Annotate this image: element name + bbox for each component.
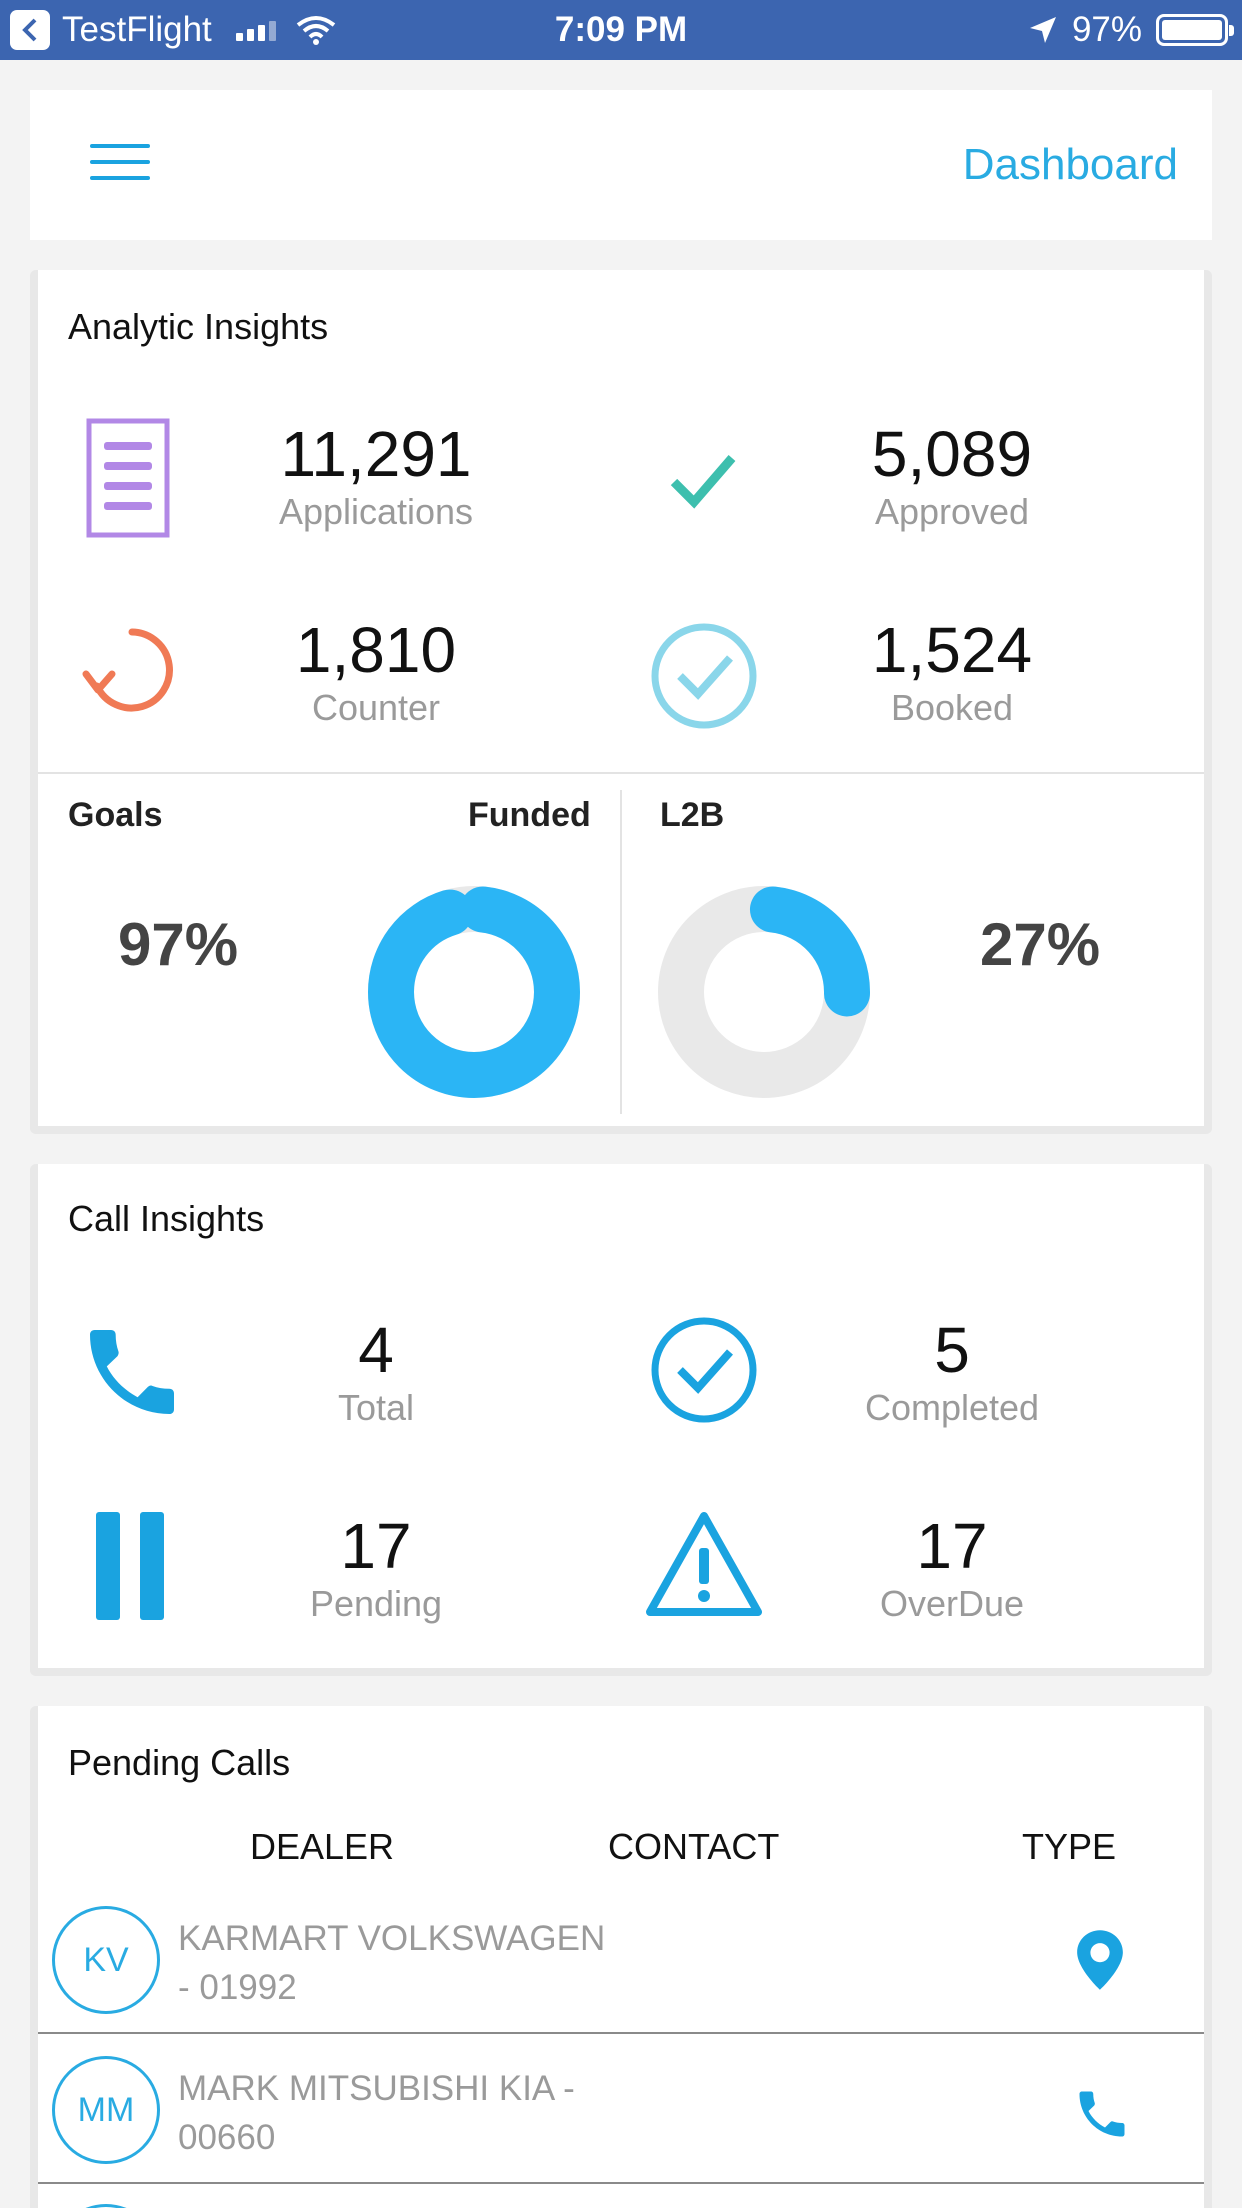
wifi-icon (296, 16, 336, 45)
pending-calls-card: Pending Calls DEALER CONTACT TYPE KV KAR… (30, 1706, 1212, 2208)
column-header-type[interactable]: TYPE (1022, 1826, 1117, 1867)
l2b-arc (658, 886, 870, 1098)
avatar (52, 2204, 160, 2208)
call-insights-card: Call Insights 4 Total 5 Completed 17 Pen… (30, 1164, 1212, 1676)
back-app-label[interactable]: TestFlight (62, 10, 212, 49)
metric-value: 11,291 (280, 418, 472, 490)
document-icon (86, 418, 170, 538)
phone-icon[interactable] (1072, 2084, 1132, 2144)
metric-pending-calls[interactable]: 17 Pending (226, 1510, 526, 1626)
column-header-contact[interactable]: CONTACT (608, 1826, 780, 1867)
location-pin-icon[interactable] (1072, 1928, 1128, 1992)
pause-icon (96, 1512, 164, 1620)
metric-label: Approved (874, 491, 1030, 532)
warning-icon (646, 1512, 762, 1616)
metric-label: Total (337, 1387, 415, 1428)
dealer-name-line: 00660 (178, 2118, 276, 2157)
card-title: Call Insights (68, 1198, 265, 1239)
table-row[interactable]: KV KARMART VOLKSWAGEN - 01992 (38, 1886, 1204, 2034)
metric-label: Booked (890, 687, 1014, 728)
l2b-percent: 27% (980, 911, 1101, 978)
card-title: Pending Calls (68, 1742, 291, 1783)
goals-label: Goals (68, 796, 163, 834)
metric-label: Applications (278, 491, 474, 532)
l2b-donut-chart (658, 886, 870, 1098)
battery-icon (1156, 14, 1234, 46)
divider (620, 790, 622, 1114)
metric-label: OverDue (879, 1583, 1025, 1624)
check-circle-icon (651, 623, 757, 729)
dealer-name: MARK MITSUBISHI KIA - 00660 (178, 2064, 618, 2162)
clock: 7:09 PM (554, 10, 688, 49)
signal-icon (235, 19, 276, 41)
location-arrow-icon (1029, 17, 1056, 43)
funded-label: Funded (468, 796, 591, 834)
dealer-name-line: MARK MITSUBISHI KIA - (178, 2069, 575, 2108)
funded-arc (368, 886, 580, 1098)
avatar: MM (52, 2056, 160, 2164)
metric-label: Pending (309, 1583, 443, 1624)
metric-value: 5 (934, 1314, 970, 1386)
metric-counter[interactable]: 1,810 Counter (226, 614, 526, 730)
battery-percent: 97% (1071, 10, 1142, 49)
funded-percent: 97% (118, 911, 239, 978)
dealer-name-line: KARMART VOLKSWAGEN (178, 1919, 606, 1958)
hamburger-menu-icon[interactable] (90, 144, 150, 184)
metric-applications[interactable]: 11,291 Applications (226, 418, 526, 534)
page-title: Dashboard (962, 140, 1178, 189)
table-row[interactable]: MM MARK MITSUBISHI KIA - 00660 (38, 2036, 1204, 2184)
metric-approved[interactable]: 5,089 Approved (802, 418, 1102, 534)
refresh-icon (82, 628, 173, 712)
dealer-name: KARMART VOLKSWAGEN - 01992 (178, 1914, 618, 2012)
check-circle-icon (651, 1317, 757, 1423)
metric-overdue-calls[interactable]: 17 OverDue (802, 1510, 1102, 1626)
funded-donut-chart (368, 886, 580, 1098)
metric-completed-calls[interactable]: 5 Completed (802, 1314, 1102, 1430)
avatar: KV (52, 1906, 160, 2014)
analytic-insights-card: Analytic Insights 11,291 Applications 5,… (30, 270, 1212, 1134)
metric-value: 4 (358, 1314, 394, 1386)
card-title: Analytic Insights (68, 306, 329, 347)
metric-value: 1,524 (871, 614, 1033, 686)
back-arrow-icon[interactable] (10, 10, 50, 50)
metric-label: Completed (864, 1387, 1040, 1428)
phone-icon (90, 1330, 174, 1414)
column-header-dealer[interactable]: DEALER (250, 1826, 395, 1867)
metric-value: 1,810 (295, 614, 457, 686)
check-icon (670, 455, 736, 509)
metric-booked[interactable]: 1,524 Booked (802, 614, 1102, 730)
status-bar: TestFlight 7:09 PM 97% (0, 0, 1242, 60)
metric-value: 17 (340, 1510, 412, 1582)
dealer-name-line: - 01992 (178, 1968, 297, 2007)
metric-value: 17 (916, 1510, 988, 1582)
divider (38, 772, 1204, 774)
metric-label: Counter (311, 687, 441, 728)
metric-total-calls[interactable]: 4 Total (226, 1314, 526, 1430)
app-header: Dashboard (30, 90, 1212, 240)
metric-value: 5,089 (871, 418, 1033, 490)
l2b-label: L2B (660, 796, 725, 834)
